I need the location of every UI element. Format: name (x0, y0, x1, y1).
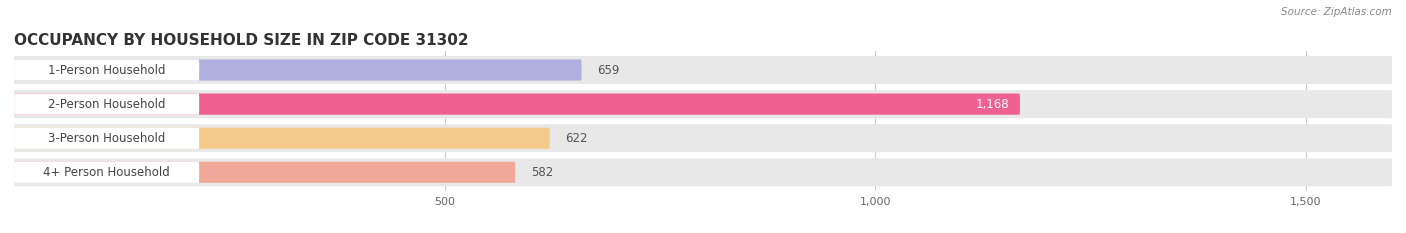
FancyBboxPatch shape (14, 59, 200, 81)
Text: 1,168: 1,168 (976, 98, 1010, 111)
Text: 3-Person Household: 3-Person Household (48, 132, 166, 145)
FancyBboxPatch shape (14, 128, 200, 149)
Text: OCCUPANCY BY HOUSEHOLD SIZE IN ZIP CODE 31302: OCCUPANCY BY HOUSEHOLD SIZE IN ZIP CODE … (14, 33, 468, 48)
FancyBboxPatch shape (14, 90, 1392, 118)
FancyBboxPatch shape (14, 128, 550, 149)
FancyBboxPatch shape (14, 93, 1019, 115)
FancyBboxPatch shape (14, 162, 200, 183)
FancyBboxPatch shape (14, 56, 1392, 84)
Text: 659: 659 (598, 64, 620, 76)
FancyBboxPatch shape (14, 124, 1392, 152)
FancyBboxPatch shape (14, 93, 200, 115)
Text: 4+ Person Household: 4+ Person Household (44, 166, 170, 179)
Text: 2-Person Household: 2-Person Household (48, 98, 166, 111)
FancyBboxPatch shape (14, 59, 582, 81)
FancyBboxPatch shape (14, 158, 1392, 186)
Text: 622: 622 (565, 132, 588, 145)
FancyBboxPatch shape (14, 162, 515, 183)
Text: 1-Person Household: 1-Person Household (48, 64, 166, 76)
Text: Source: ZipAtlas.com: Source: ZipAtlas.com (1281, 7, 1392, 17)
Text: 582: 582 (531, 166, 553, 179)
